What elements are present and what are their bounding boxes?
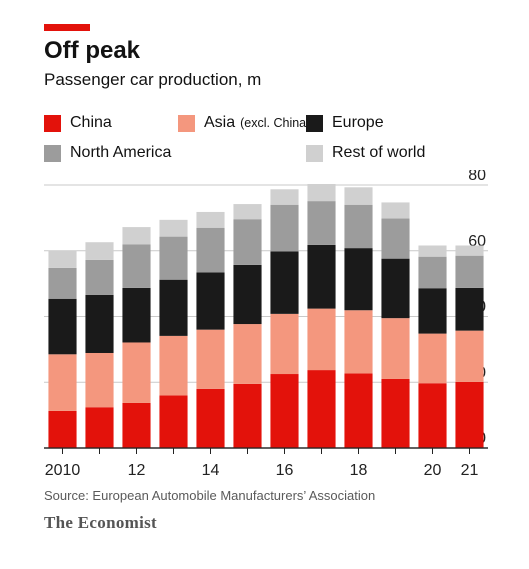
bar-18-series-3: [344, 204, 373, 249]
bar-21-series-0: [455, 381, 484, 448]
bar-2013-series-1: [159, 335, 188, 396]
bar-2010-series-0: [48, 410, 77, 448]
bar-2015-series-1: [233, 324, 262, 384]
legend-label-china: China: [70, 114, 112, 131]
bar-14-series-1: [196, 329, 225, 389]
bar-20-series-1: [418, 333, 447, 384]
bar-14-series-4: [196, 211, 225, 228]
x-tick-label-14: 14: [202, 462, 220, 479]
bar-2015-series-0: [233, 383, 262, 448]
bar-2017-series-2: [307, 244, 336, 309]
bar-2019-series-2: [381, 258, 410, 319]
bar-2011-series-4: [85, 242, 114, 260]
bar-20-series-2: [418, 288, 447, 334]
bar-16-series-2: [270, 251, 299, 314]
bar-2015-series-4: [233, 204, 262, 220]
legend-item-china: China: [44, 114, 112, 132]
bar-16-series-0: [270, 374, 299, 448]
bar-21-series-4: [455, 245, 484, 256]
legend-label-rest-of-world: Rest of world: [332, 144, 426, 161]
bar-2011-series-2: [85, 294, 114, 353]
bar-2015-series-2: [233, 264, 262, 325]
bar-2011-series-3: [85, 259, 114, 295]
bar-2019-series-4: [381, 202, 410, 219]
bar-21-series-3: [455, 255, 484, 288]
bar-20-series-4: [418, 245, 447, 257]
bar-2019-series-3: [381, 218, 410, 259]
bar-2010-series-2: [48, 298, 77, 355]
bar-18-series-4: [344, 187, 373, 205]
legend-note-asia: (excl. China): [240, 116, 311, 130]
bar-2013-series-4: [159, 219, 188, 237]
bar-2017-series-1: [307, 308, 336, 371]
chart-title: Off peak: [44, 37, 141, 64]
legend-item-north-america: North America: [44, 144, 171, 162]
bar-2010-series-3: [48, 267, 77, 299]
bar-18-series-0: [344, 373, 373, 448]
legend-label-north-america: North America: [70, 144, 172, 161]
bar-12-series-3: [122, 244, 151, 288]
legend-label-asia: Asia: [204, 114, 236, 131]
bar-16-series-3: [270, 204, 299, 252]
legend-item-asia: Asia (excl. China): [178, 114, 310, 132]
x-tick-label-2010: 2010: [45, 462, 81, 479]
bar-2019-series-0: [381, 378, 410, 448]
bar-2013-series-2: [159, 279, 188, 336]
bar-2013-series-3: [159, 236, 188, 280]
x-tick-label-18: 18: [350, 462, 368, 479]
x-tick-label-16: 16: [276, 462, 294, 479]
legend-item-europe: Europe: [306, 114, 384, 132]
legend-swatch-europe: [306, 114, 323, 132]
bar-18-series-2: [344, 248, 373, 311]
bar-12-series-4: [122, 227, 151, 245]
chart-subtitle: Passenger car production, m: [44, 70, 262, 89]
bar-20-series-0: [418, 383, 447, 448]
bar-2011-series-1: [85, 352, 114, 408]
bar-2017-series-0: [307, 370, 336, 448]
bar-14-series-2: [196, 272, 225, 330]
publisher-brand: The Economist: [44, 513, 157, 532]
stacked-bar-chart: 0204060802010121416182021: [44, 170, 488, 479]
source-note: Source: European Automobile Manufacturer…: [44, 488, 376, 503]
legend-swatch-asia: [178, 114, 195, 132]
brand-accent-bar: [44, 24, 90, 31]
bar-12-series-1: [122, 342, 151, 403]
bar-2010-series-1: [48, 354, 77, 411]
bar-2019-series-1: [381, 318, 410, 379]
bar-14-series-0: [196, 388, 225, 448]
bar-2011-series-0: [85, 407, 114, 448]
bar-21-series-2: [455, 287, 484, 331]
bar-2015-series-3: [233, 219, 262, 265]
x-tick-label-21: 21: [461, 462, 479, 479]
bar-12-series-2: [122, 287, 151, 343]
bar-2017-series-4: [307, 184, 336, 202]
legend-swatch-north-america: [44, 144, 61, 162]
chart-legend: China Asia (excl. China) Europe North Am…: [44, 114, 504, 170]
legend-item-rest-of-world: Rest of world: [306, 144, 425, 162]
bar-20-series-3: [418, 256, 447, 289]
legend-swatch-china: [44, 114, 61, 132]
bar-14-series-3: [196, 227, 225, 273]
x-tick-label-12: 12: [128, 462, 146, 479]
y-tick-label-80: 80: [468, 170, 486, 184]
bar-21-series-1: [455, 330, 484, 382]
bar-2013-series-0: [159, 395, 188, 448]
bar-2017-series-3: [307, 201, 336, 245]
bar-18-series-1: [344, 310, 373, 374]
legend-label-europe: Europe: [332, 114, 384, 131]
bar-2010-series-4: [48, 250, 77, 268]
legend-swatch-rest-of-world: [306, 144, 323, 162]
bar-16-series-1: [270, 313, 299, 375]
x-tick-label-20: 20: [424, 462, 442, 479]
bar-16-series-4: [270, 189, 299, 205]
bar-12-series-0: [122, 402, 151, 448]
